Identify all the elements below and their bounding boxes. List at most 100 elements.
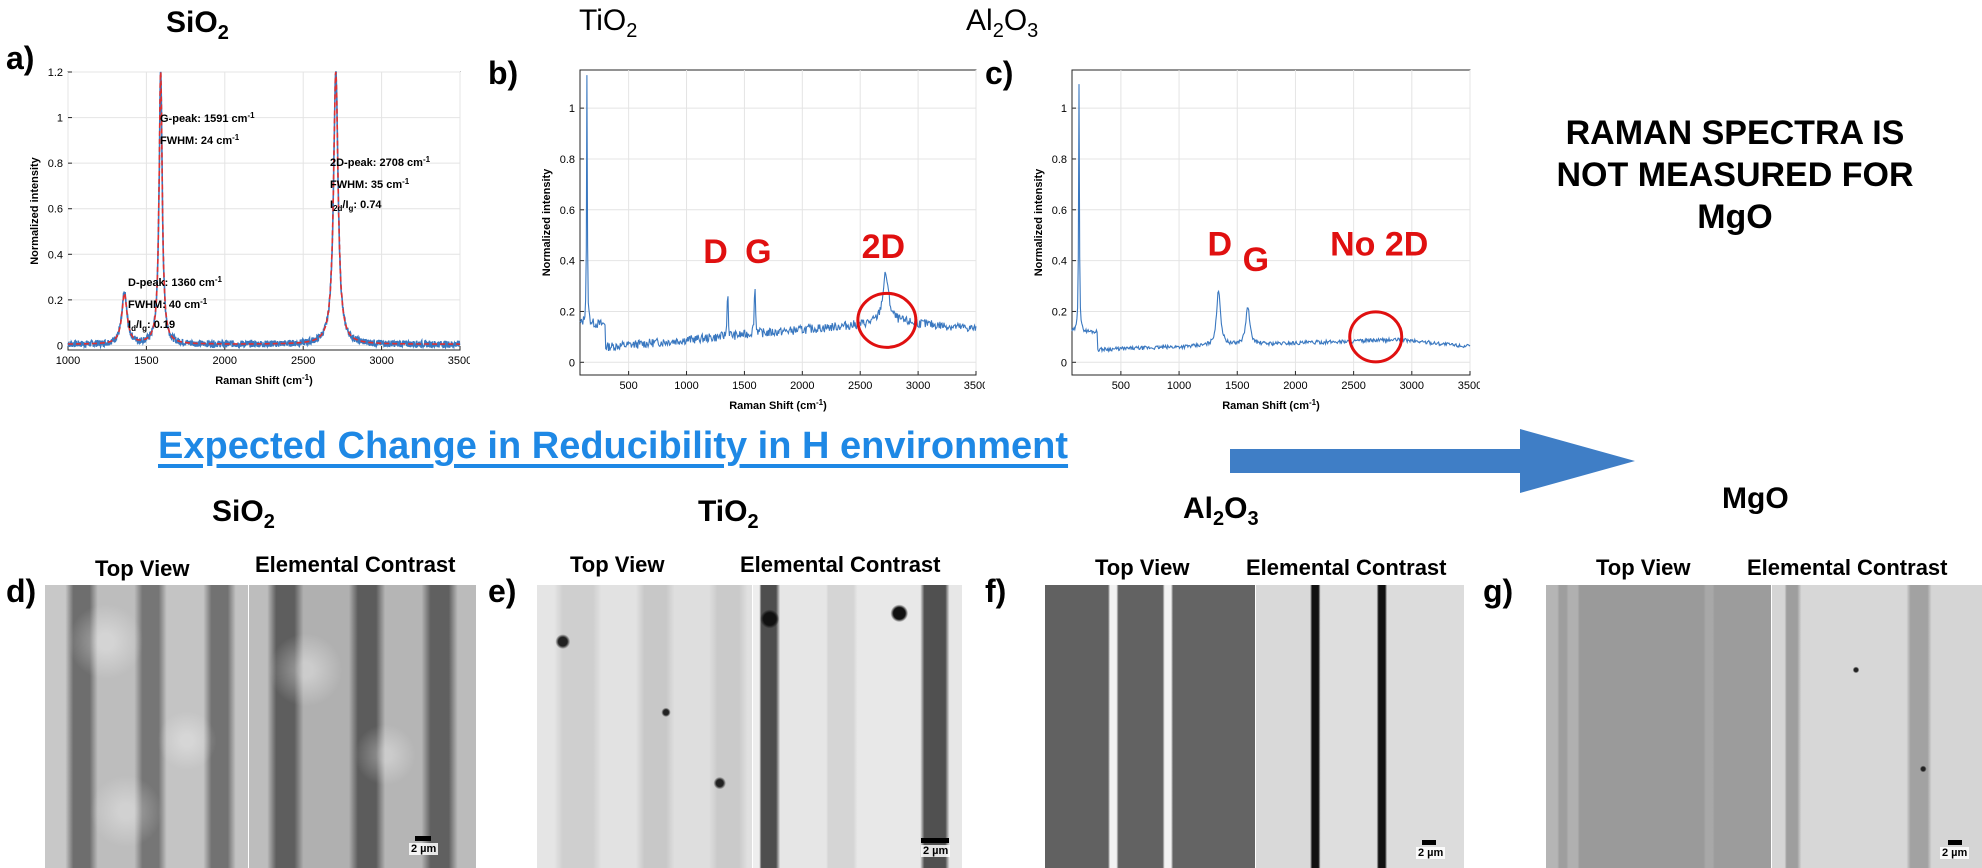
y-axis-label: Normalized intensity — [541, 168, 553, 276]
label-d-band: D — [1208, 226, 1233, 264]
tick-label-x: 3500 — [448, 355, 470, 367]
raman-chart-sio2: 1000 1500 2000 2500 3000 3500 0 0.2 0.4 0.6 0.8 1 1.… — [29, 67, 470, 387]
sem-image-al2o3-top-view — [1045, 585, 1255, 868]
tick-label-x: 3500 — [964, 380, 985, 392]
plot-area — [579, 69, 977, 376]
tick-label-y: 0.6 — [48, 204, 63, 216]
spectrum-line — [579, 75, 977, 352]
scale-label-f: 2 µm — [1416, 847, 1446, 859]
sem-image-al2o3-elemental: 2 µm — [1256, 585, 1464, 868]
label-2d-band: 2D — [862, 228, 905, 266]
annotation-2d-fwhm: FWHM: 35 cm-1 — [330, 177, 410, 191]
sem-image-sio2-top-view — [45, 585, 248, 868]
tick-label-y: 0.8 — [1052, 154, 1067, 166]
circle-2d-region — [1348, 310, 1404, 364]
title-tio2-top: TiO2 — [579, 4, 638, 42]
tick-label-x: 3000 — [906, 380, 930, 392]
sem-image-tio2-elemental: 2 µm — [753, 585, 962, 868]
tick-label-x: 1000 — [56, 355, 80, 367]
label-d-band: D — [703, 233, 728, 271]
tick-label-y: 0 — [569, 357, 575, 369]
label-g-band: G — [745, 233, 771, 271]
tick-label-y: 0.2 — [1052, 306, 1067, 318]
scale-bar-g — [1948, 840, 1962, 845]
label-top-view-g: Top View — [1596, 555, 1691, 580]
title-al2o3-top: Al2O3 — [966, 4, 1039, 42]
tick-label-x: 2500 — [848, 380, 872, 392]
tick-label-x: 2000 — [213, 355, 237, 367]
tick-label-y: 1 — [57, 113, 63, 125]
tick-label-x: 2500 — [1341, 380, 1365, 392]
scale-bar-d — [415, 836, 431, 841]
title-al2o3-bottom: Al2O3 — [1183, 492, 1259, 530]
raman-chart-al2o3: 500 1000 1500 2000 2500 3000 3500 0 0.2 0.4 0.6 0.8… — [1033, 69, 1480, 412]
label-elemental-f: Elemental Contrast — [1246, 555, 1447, 580]
label-elemental-e: Elemental Contrast — [740, 552, 941, 577]
title-sio2-bottom: SiO2 — [212, 495, 275, 533]
tick-label-x: 2000 — [790, 380, 814, 392]
tick-label-x: 500 — [1112, 380, 1130, 392]
annotation-2d-ratio: I2d/Ig: 0.74 — [330, 199, 382, 213]
title-mgo-bottom: MgO — [1722, 482, 1789, 515]
tick-label-x: 1500 — [1225, 380, 1249, 392]
reducibility-label: Expected Change in Reducibility in H env… — [158, 425, 1069, 467]
tick-label-x: 3000 — [369, 355, 393, 367]
scale-label-g: 2 µm — [1940, 847, 1970, 859]
tick-label-y: 0.2 — [560, 306, 575, 318]
tick-label-y: 1 — [569, 103, 575, 115]
panel-letter-a: a) — [6, 40, 35, 76]
tick-label-y: 0.2 — [48, 295, 63, 307]
circle-2d-band — [856, 291, 918, 349]
tick-label-y: 0.6 — [560, 205, 575, 217]
tick-label-y: 0 — [1061, 357, 1067, 369]
label-top-view-d: Top View — [95, 556, 190, 581]
reducibility-arrow — [1230, 429, 1635, 493]
sem-image-sio2-elemental: 2 µm — [249, 585, 476, 868]
tick-label-x: 1000 — [1167, 380, 1191, 392]
label-elemental-g: Elemental Contrast — [1747, 555, 1948, 580]
tick-label-x: 500 — [619, 380, 637, 392]
sem-image-mgo-top-view — [1546, 585, 1771, 868]
x-axis-label: Raman Shift (cm-1) — [215, 373, 313, 387]
annotation-d-ratio: Id/Ig: 0.19 — [128, 319, 175, 333]
panel-letter-b: b) — [488, 55, 519, 91]
title-tio2-bottom: TiO2 — [698, 495, 759, 533]
scale-label-e: 2 µm — [921, 845, 951, 857]
tick-label-x: 1000 — [674, 380, 698, 392]
tick-label-y: 0.8 — [48, 158, 63, 170]
annotation-2d-peak: 2D-peak: 2708 cm-1 — [330, 155, 431, 169]
y-axis-label: Normalized intensity — [1033, 168, 1045, 276]
tick-label-y: 0.6 — [1052, 205, 1067, 217]
tick-label-x: 3000 — [1400, 380, 1424, 392]
label-no-2d-band: No 2D — [1330, 226, 1428, 264]
tick-label-y: 0.8 — [560, 154, 575, 166]
panel-letter-c: c) — [985, 55, 1014, 91]
tick-label-x: 1500 — [134, 355, 158, 367]
title-sio2-top: SiO2 — [166, 6, 229, 44]
tick-label-y: 1.2 — [48, 67, 63, 79]
scale-label-d: 2 µm — [409, 843, 439, 855]
annotation-d-peak: D-peak: 1360 cm-1 — [128, 275, 222, 289]
annotation-g-fwhm: FWHM: 24 cm-1 — [160, 133, 240, 147]
annotation-d-fwhm: FWHM: 40 cm-1 — [128, 297, 208, 311]
sem-image-mgo-elemental: 2 µm — [1772, 585, 1982, 868]
panel-letter-e: e) — [488, 573, 517, 609]
tick-label-y: 1 — [1061, 103, 1067, 115]
label-top-view-e: Top View — [570, 552, 665, 577]
tick-label-x: 2000 — [1283, 380, 1307, 392]
label-g-band: G — [1243, 241, 1269, 279]
raman-chart-tio2: 500 1000 1500 2000 2500 3000 3500 0 0.2 0.4 0.6 0.8… — [541, 69, 985, 412]
panel-letter-g: g) — [1483, 573, 1514, 609]
mgo-not-measured-note: RAMAN SPECTRA IS NOT MEASURED FOR MgO — [1556, 114, 1914, 236]
tick-label-y: 0.4 — [48, 249, 63, 261]
tick-label-y: 0 — [57, 340, 63, 352]
plot-area — [67, 71, 461, 351]
y-axis-label: Normalized intensity — [29, 156, 41, 264]
tick-label-y: 0.4 — [1052, 256, 1067, 268]
tick-label-x: 3500 — [1458, 380, 1480, 392]
scale-bar-f — [1422, 840, 1436, 845]
sem-image-tio2-top-view — [537, 585, 752, 868]
tick-label-y: 0.4 — [560, 256, 575, 268]
tick-label-x: 1500 — [732, 380, 756, 392]
spectrum-line — [1071, 84, 1471, 354]
